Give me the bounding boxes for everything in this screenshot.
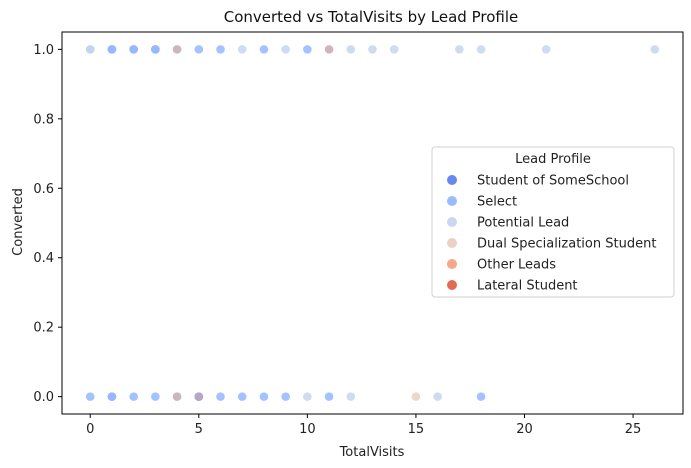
plot-frame (61, 31, 684, 415)
data-point-overlap (194, 392, 204, 401)
data-point (237, 45, 247, 54)
data-point (237, 392, 247, 401)
data-point (324, 392, 334, 401)
chart-title: Converted vs TotalVisits by Lead Profile (224, 8, 518, 26)
data-point (107, 45, 117, 54)
y-axis-title: Converted (11, 188, 26, 256)
data-point (389, 45, 399, 54)
data-point (303, 45, 312, 54)
data-point (107, 392, 117, 401)
data-point (476, 392, 486, 401)
data-point (216, 392, 225, 401)
y-tick-label: 0.6 (33, 182, 54, 197)
data-point (476, 45, 486, 54)
y-tick-label: 0.4 (33, 251, 54, 266)
data-point-overlap (324, 45, 334, 54)
data-point (281, 45, 290, 54)
x-tick-label: 10 (299, 422, 316, 437)
legend-title: Lead Profile (515, 152, 591, 167)
y-tick-label: 1.0 (33, 43, 54, 58)
data-point (151, 392, 160, 401)
x-tick-label: 25 (625, 422, 642, 437)
legend-marker (447, 259, 457, 269)
legend-label: Potential Lead (477, 216, 569, 231)
legend-marker (447, 175, 457, 185)
data-point (303, 392, 312, 401)
x-tick-label: 5 (195, 422, 203, 437)
data-point (346, 45, 356, 54)
legend-label: Select (477, 195, 517, 210)
legend-marker (447, 280, 457, 290)
x-axis: 0 5 10 15 20 25 (86, 414, 641, 437)
x-tick-label: 15 (408, 422, 425, 437)
points-layer (85, 45, 660, 401)
legend-marker (447, 217, 457, 227)
data-point (433, 392, 442, 401)
data-point (455, 45, 464, 54)
data-point (151, 45, 160, 54)
legend-label: Dual Specialization Student (477, 237, 656, 252)
data-point (129, 45, 138, 54)
y-axis: 0.0 0.2 0.4 0.6 0.8 1.0 (33, 43, 62, 405)
data-point (259, 45, 269, 54)
data-point-overlap (172, 45, 182, 54)
legend-marker (447, 238, 457, 248)
y-tick-label: 0.0 (33, 390, 54, 405)
x-tick-label: 0 (86, 422, 94, 437)
data-point (85, 45, 95, 54)
data-point (129, 392, 138, 401)
data-point-overlap (172, 392, 182, 401)
data-point (541, 45, 551, 54)
data-point (281, 392, 290, 401)
data-point (259, 392, 269, 401)
legend: Lead Profile Student of SomeSchool Select P… (431, 146, 675, 298)
legend-label: Lateral Student (477, 279, 578, 294)
data-point (216, 45, 225, 54)
data-point (346, 392, 356, 401)
legend-label: Other Leads (477, 258, 556, 273)
y-tick-label: 0.8 (33, 112, 54, 127)
data-point (85, 392, 95, 401)
legend-marker (447, 196, 457, 206)
x-tick-label: 20 (516, 422, 533, 437)
data-point (194, 45, 204, 54)
data-point (368, 45, 377, 54)
data-point (650, 45, 660, 54)
legend-label: Student of SomeSchool (477, 174, 629, 189)
y-tick-label: 0.2 (33, 321, 54, 336)
legend-box (431, 146, 675, 298)
x-axis-title: TotalVisits (339, 445, 405, 460)
data-point (411, 392, 421, 401)
